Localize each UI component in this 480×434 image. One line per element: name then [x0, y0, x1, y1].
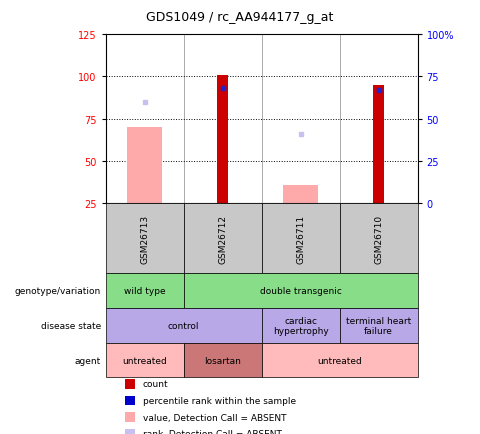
- Text: wild type: wild type: [124, 286, 166, 295]
- Text: value, Detection Call = ABSENT: value, Detection Call = ABSENT: [143, 413, 286, 421]
- Text: rank, Detection Call = ABSENT: rank, Detection Call = ABSENT: [143, 429, 281, 434]
- Text: ▶: ▶: [108, 356, 115, 365]
- Text: percentile rank within the sample: percentile rank within the sample: [143, 396, 296, 405]
- Text: double transgenic: double transgenic: [260, 286, 342, 295]
- Text: agent: agent: [74, 356, 101, 365]
- Text: untreated: untreated: [122, 356, 167, 365]
- Text: GSM26712: GSM26712: [218, 214, 227, 263]
- Text: genotype/variation: genotype/variation: [14, 286, 101, 295]
- Text: GSM26710: GSM26710: [374, 214, 383, 263]
- Text: count: count: [143, 380, 168, 388]
- Bar: [217, 76, 228, 204]
- Text: losartan: losartan: [204, 356, 241, 365]
- Text: cardiac
hypertrophy: cardiac hypertrophy: [273, 316, 328, 335]
- Text: untreated: untreated: [317, 356, 362, 365]
- Bar: [127, 128, 162, 204]
- Text: control: control: [168, 321, 199, 330]
- Text: disease state: disease state: [40, 321, 101, 330]
- Text: GSM26711: GSM26711: [296, 214, 305, 263]
- Text: GSM26713: GSM26713: [140, 214, 149, 263]
- Bar: [283, 185, 318, 204]
- Text: ▶: ▶: [108, 321, 115, 330]
- Text: terminal heart
failure: terminal heart failure: [346, 316, 411, 335]
- Text: GDS1049 / rc_AA944177_g_at: GDS1049 / rc_AA944177_g_at: [146, 11, 334, 24]
- Text: ▶: ▶: [108, 286, 115, 295]
- Bar: [373, 85, 384, 204]
